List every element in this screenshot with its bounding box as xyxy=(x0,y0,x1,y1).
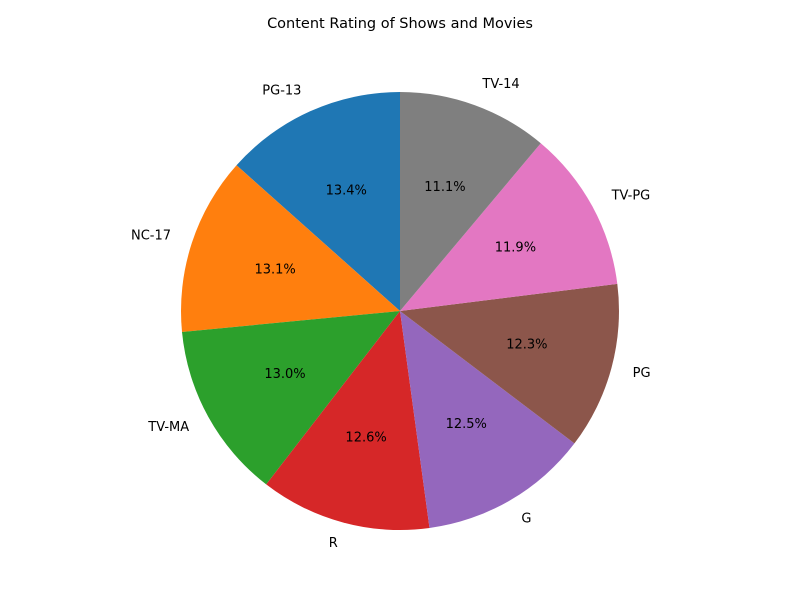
slice-label-tv-14: TV-14 xyxy=(481,77,519,92)
pie-slice-tv-ma xyxy=(182,311,400,485)
slice-percent-r: 12.6% xyxy=(345,430,386,445)
slice-percent-tv-ma: 13.0% xyxy=(264,367,305,382)
slice-percent-g: 12.5% xyxy=(446,417,487,432)
slice-percent-pg: 12.3% xyxy=(506,338,547,353)
pie-slice-pg xyxy=(400,283,619,444)
slice-label-nc-17: NC-17 xyxy=(131,229,171,244)
slice-label-pg: PG xyxy=(633,366,651,381)
slice-label-tv-ma: TV-MA xyxy=(147,420,189,435)
pie-labels: PG-13 13.4% NC-17 13.1% TV-MA 13.0% R 12.6% G 12.… xyxy=(131,77,651,551)
chart-title: Content Rating of Shows and Movies xyxy=(267,16,533,32)
pie-slice-pg-13 xyxy=(236,92,400,311)
pie-slice-tv-14 xyxy=(400,92,541,311)
slice-percent-tv-pg: 11.9% xyxy=(495,241,536,256)
slice-label-pg-13: PG-13 xyxy=(262,84,301,99)
slice-percent-tv-14: 11.1% xyxy=(424,180,465,195)
slice-percent-pg-13: 13.4% xyxy=(326,184,367,199)
slice-label-g: G xyxy=(521,512,531,527)
pie-wedges xyxy=(181,92,619,530)
slice-label-r: R xyxy=(329,536,338,551)
pie-slice-g xyxy=(400,311,575,528)
slice-label-tv-pg: TV-PG xyxy=(611,188,651,203)
pie-slice-tv-pg xyxy=(400,143,618,311)
pie-slice-r xyxy=(266,311,430,530)
slice-percent-nc-17: 13.1% xyxy=(254,263,295,278)
pie-slice-nc-17 xyxy=(181,165,400,332)
